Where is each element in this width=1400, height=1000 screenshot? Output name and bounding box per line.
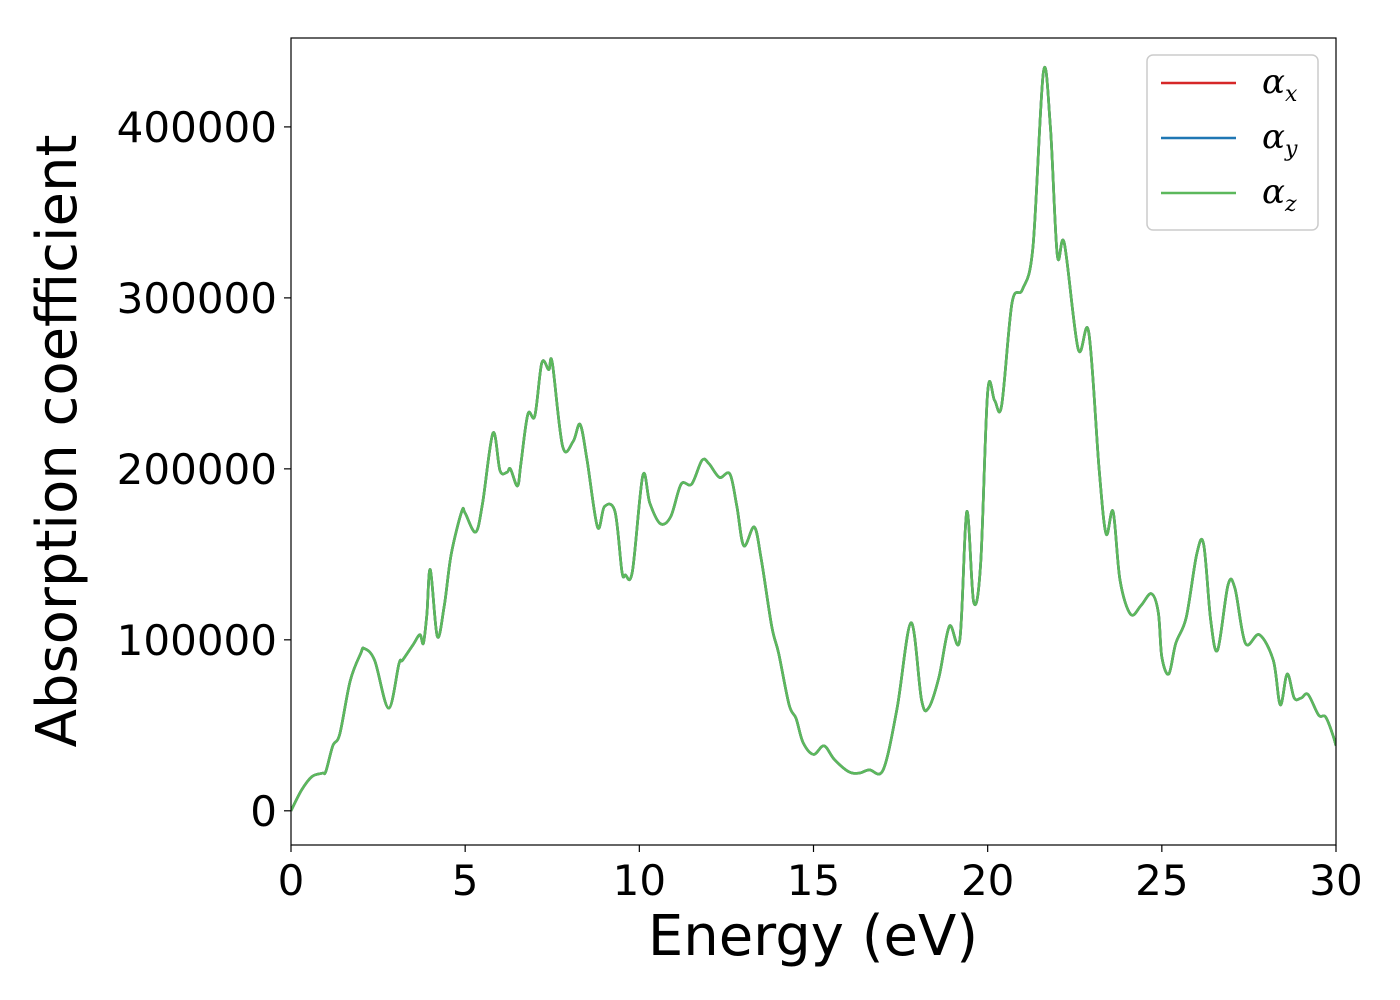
y-tick-label: 100000	[117, 616, 277, 665]
y-tick-label: 400000	[117, 103, 277, 152]
x-tick-label: 0	[278, 856, 305, 905]
legend-box	[1146, 54, 1319, 231]
legend-label-y: αy	[1262, 117, 1298, 162]
x-tick-label: 15	[787, 856, 840, 905]
x-tick-label: 10	[613, 856, 666, 905]
y-axis-ticks: 0 100000 200000 300000 400000	[117, 103, 291, 836]
x-axis-title: Energy (eV)	[648, 904, 978, 969]
x-tick-label: 25	[1135, 856, 1188, 905]
legend-items: αx αy αz	[1161, 62, 1298, 217]
y-tick-label: 0	[250, 787, 277, 836]
y-tick-label: 200000	[117, 445, 277, 494]
x-tick-label: 20	[961, 856, 1014, 905]
legend-label-x: αx	[1262, 62, 1298, 107]
x-tick-label: 30	[1309, 856, 1362, 905]
legend-label-z: αz	[1262, 172, 1297, 217]
y-axis-title: Absorption coefficient	[25, 135, 90, 748]
series-line-z	[291, 65, 1336, 812]
x-axis-ticks: 0 5 10 15 20 25 30	[278, 845, 1363, 905]
y-tick-label: 300000	[117, 274, 277, 323]
legend: αx αy αz	[1146, 54, 1319, 231]
plot-lines	[291, 65, 1336, 812]
x-tick-label: 5	[452, 856, 479, 905]
